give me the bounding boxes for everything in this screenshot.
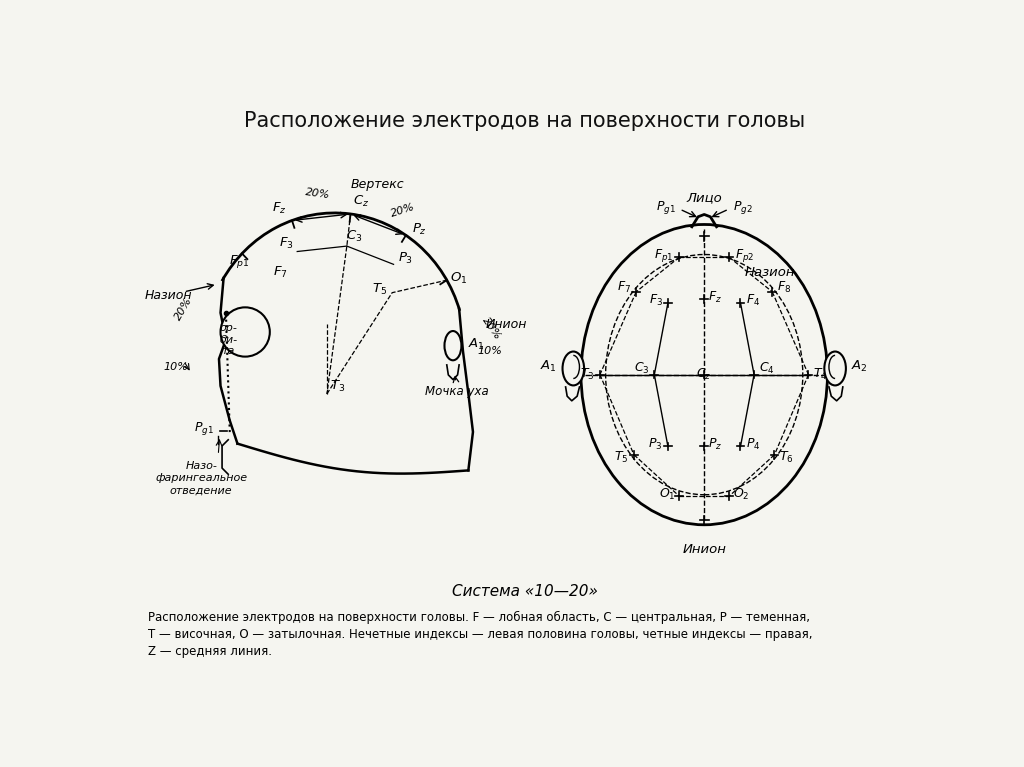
Text: 20%: 20% bbox=[389, 202, 416, 219]
Text: $F_3$: $F_3$ bbox=[648, 293, 663, 308]
Text: $P_4$: $P_4$ bbox=[745, 437, 760, 453]
Text: $P_{g2}$: $P_{g2}$ bbox=[733, 199, 753, 216]
Text: $F_3$: $F_3$ bbox=[280, 236, 294, 252]
Text: 10%: 10% bbox=[164, 362, 188, 372]
Text: $P_{g1}$: $P_{g1}$ bbox=[655, 199, 676, 216]
Text: $T_5$: $T_5$ bbox=[614, 449, 629, 465]
Text: Расположение электродов на поверхности головы: Расположение электродов на поверхности г… bbox=[244, 110, 806, 130]
Text: $P_{g1}$: $P_{g1}$ bbox=[195, 420, 214, 436]
Text: $F_z$: $F_z$ bbox=[272, 201, 287, 216]
Text: Вертекс: Вертекс bbox=[350, 178, 404, 191]
Text: Инион: Инион bbox=[486, 318, 527, 331]
Text: Расположение электродов на поверхности головы. F — лобная область, C — центральн: Расположение электродов на поверхности г… bbox=[147, 611, 810, 624]
Text: $C_z$: $C_z$ bbox=[353, 194, 370, 209]
Ellipse shape bbox=[562, 351, 584, 385]
Text: $P_3$: $P_3$ bbox=[398, 251, 414, 265]
Text: 20%: 20% bbox=[480, 315, 503, 341]
Text: Z — средняя линия.: Z — средняя линия. bbox=[147, 645, 271, 658]
Text: $F_{p2}$: $F_{p2}$ bbox=[735, 247, 755, 264]
Text: $C_3$: $C_3$ bbox=[346, 229, 362, 245]
Text: $F_4$: $F_4$ bbox=[745, 293, 760, 308]
Text: $F_{p1}$: $F_{p1}$ bbox=[228, 253, 249, 270]
Text: $P_z$: $P_z$ bbox=[413, 222, 427, 237]
Text: $A_2$: $A_2$ bbox=[851, 360, 868, 374]
Ellipse shape bbox=[444, 331, 462, 360]
Text: Назион: Назион bbox=[144, 288, 191, 301]
Circle shape bbox=[220, 308, 269, 357]
Text: $C_3$: $C_3$ bbox=[634, 361, 650, 376]
Text: 20%: 20% bbox=[304, 187, 331, 201]
Text: Мочка уха: Мочка уха bbox=[425, 385, 488, 398]
Text: $O_1$: $O_1$ bbox=[451, 271, 468, 286]
Text: $T_3$: $T_3$ bbox=[581, 367, 595, 382]
Ellipse shape bbox=[824, 351, 846, 385]
Text: $P_3$: $P_3$ bbox=[648, 437, 663, 453]
Text: Лицо: Лицо bbox=[686, 191, 722, 204]
Text: $O_1$: $O_1$ bbox=[658, 487, 675, 502]
Text: Назо-
фарингеальное
отведение: Назо- фарингеальное отведение bbox=[156, 461, 248, 495]
Ellipse shape bbox=[581, 225, 827, 525]
Text: $F_7$: $F_7$ bbox=[272, 265, 288, 280]
Text: $F_z$: $F_z$ bbox=[708, 290, 722, 304]
Text: $T_5$: $T_5$ bbox=[373, 282, 387, 297]
Text: ор-
би-
та: ор- би- та bbox=[219, 323, 238, 357]
Text: Назион: Назион bbox=[744, 266, 795, 279]
Text: 10%: 10% bbox=[477, 346, 503, 356]
Text: Система «10—20»: Система «10—20» bbox=[452, 584, 598, 599]
Text: $P_z$: $P_z$ bbox=[708, 437, 722, 453]
Text: $O_2$: $O_2$ bbox=[733, 487, 750, 502]
Text: $C_4$: $C_4$ bbox=[759, 361, 774, 376]
Text: $A_1$: $A_1$ bbox=[541, 360, 557, 374]
Text: Инион: Инион bbox=[682, 543, 726, 556]
Text: $T_4$: $T_4$ bbox=[813, 367, 828, 382]
Text: $F_7$: $F_7$ bbox=[616, 281, 631, 295]
Text: $F_8$: $F_8$ bbox=[777, 281, 792, 295]
Text: 20%: 20% bbox=[173, 296, 195, 322]
Text: T — височная, O — затылочная. Нечетные индексы — левая половина головы, четные и: T — височная, O — затылочная. Нечетные и… bbox=[147, 628, 812, 641]
Text: $C_z$: $C_z$ bbox=[696, 367, 712, 382]
Text: $T_3$: $T_3$ bbox=[330, 379, 345, 393]
Text: $F_{p1}$: $F_{p1}$ bbox=[654, 247, 674, 264]
Text: $A_1$: $A_1$ bbox=[468, 337, 484, 352]
Text: $T_6$: $T_6$ bbox=[779, 449, 795, 465]
